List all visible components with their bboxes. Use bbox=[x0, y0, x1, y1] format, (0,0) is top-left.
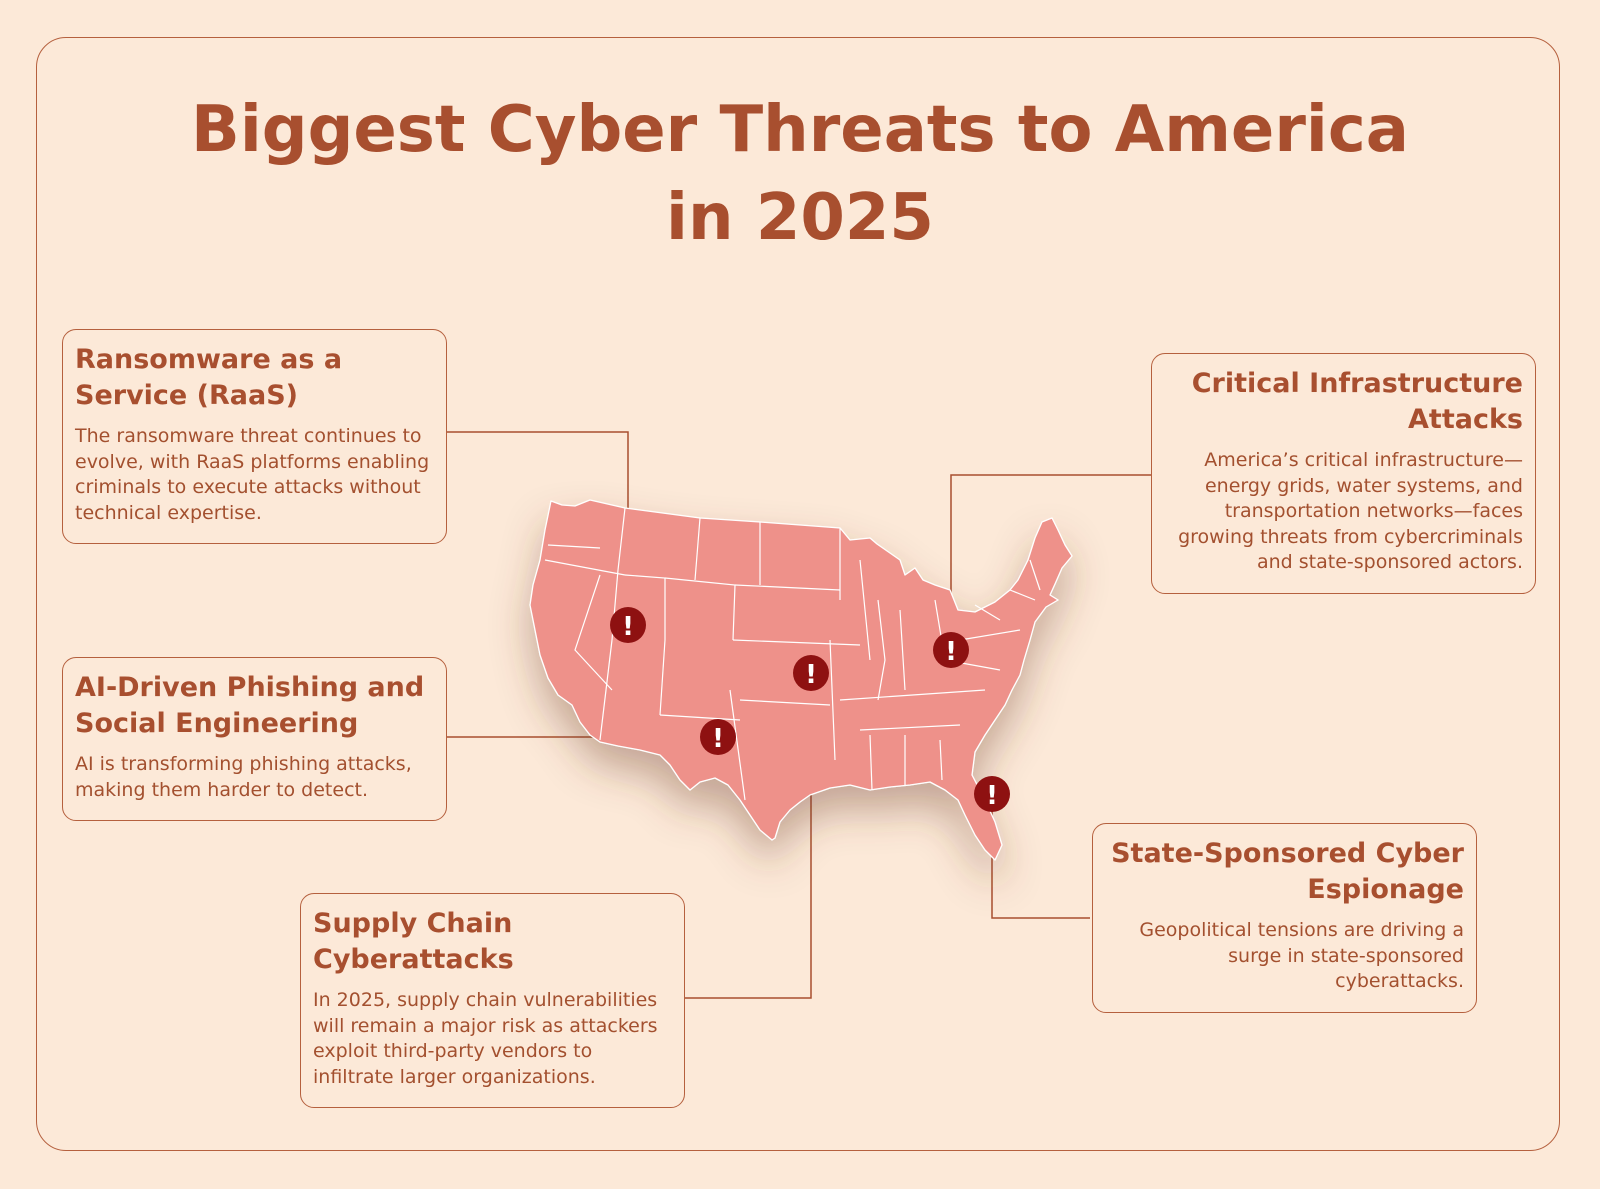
marker-infrastructure: ! bbox=[933, 632, 969, 668]
card-infrastructure-title: Critical Infrastructure Attacks bbox=[1191, 368, 1523, 435]
card-ransomware-title: Ransomware as a Service (RaaS) bbox=[75, 344, 343, 411]
card-supply-chain-title: Supply Chain Cyberattacks bbox=[313, 908, 514, 975]
card-phishing-description: AI is transforming phishing attacks, mak… bbox=[75, 753, 412, 801]
card-supply-chain: Supply Chain Cyberattacks In 2025, suppl… bbox=[300, 893, 685, 1108]
exclamation-icon: ! bbox=[805, 660, 817, 690]
card-supply-chain-description: In 2025, supply chain vulnerabilities wi… bbox=[313, 989, 658, 1088]
marker-ransomware: ! bbox=[610, 607, 646, 643]
marker-espionage: ! bbox=[974, 776, 1010, 812]
title-line-2: in 2025 bbox=[666, 181, 934, 255]
exclamation-icon: ! bbox=[622, 612, 634, 642]
card-ransomware: Ransomware as a Service (RaaS) The ranso… bbox=[62, 329, 447, 544]
marker-supply-chain: ! bbox=[793, 655, 829, 691]
exclamation-icon: ! bbox=[712, 724, 724, 754]
exclamation-icon: ! bbox=[945, 637, 957, 667]
card-phishing-title: AI-Driven Phishing and Social Engineerin… bbox=[75, 672, 425, 739]
card-espionage: State-Sponsored Cyber Espionage Geopolit… bbox=[1092, 823, 1477, 1013]
card-infrastructure-description: America’s critical infrastructure—energy… bbox=[1178, 449, 1523, 573]
title-line-1: Biggest Cyber Threats to America bbox=[191, 93, 1409, 167]
card-espionage-description: Geopolitical tensions are driving a surg… bbox=[1139, 919, 1464, 992]
threat-markers: ! ! ! ! ! bbox=[610, 607, 1010, 812]
marker-phishing: ! bbox=[700, 719, 736, 755]
card-ransomware-description: The ransomware threat continues to evolv… bbox=[75, 425, 430, 524]
exclamation-icon: ! bbox=[986, 781, 998, 811]
card-phishing: AI-Driven Phishing and Social Engineerin… bbox=[62, 657, 447, 821]
connector-espionage bbox=[991, 794, 1090, 919]
card-infrastructure: Critical Infrastructure Attacks America’… bbox=[1151, 353, 1536, 594]
page-title: Biggest Cyber Threats to America in 2025 bbox=[0, 86, 1600, 262]
card-espionage-title: State-Sponsored Cyber Espionage bbox=[1111, 838, 1464, 905]
infographic-frame bbox=[36, 37, 1560, 1151]
